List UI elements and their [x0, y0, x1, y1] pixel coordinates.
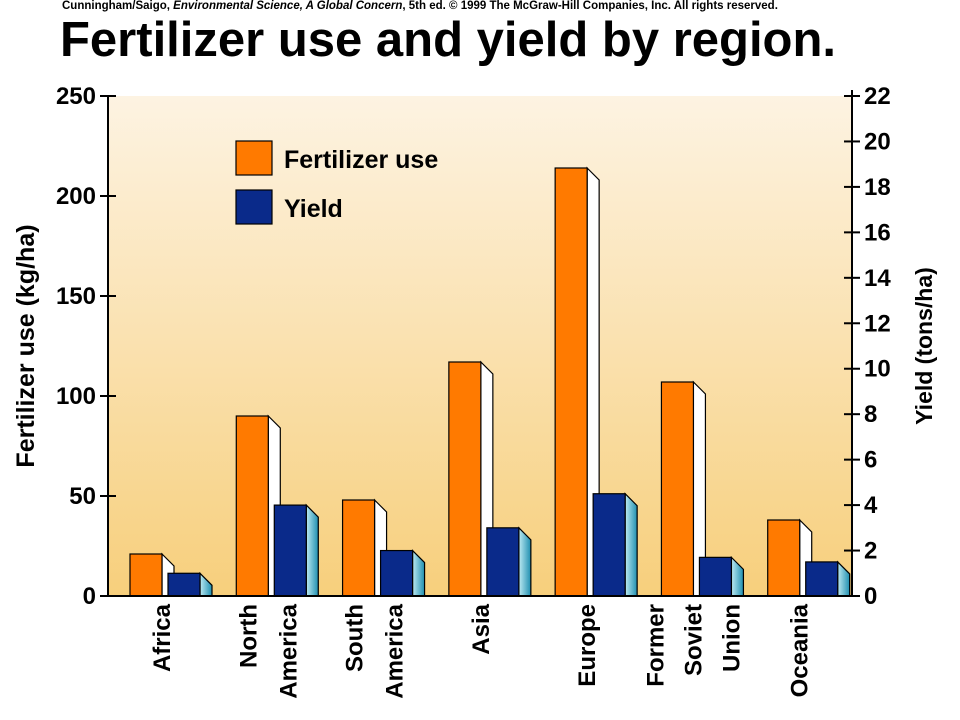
category-label: Europe	[574, 604, 601, 687]
right-tick-label: 10	[864, 356, 891, 383]
fertilizer-bar-face	[554, 167, 588, 597]
left-tick-label: 100	[56, 383, 96, 410]
yield-bar	[592, 492, 638, 597]
fertilizer-bar	[129, 552, 175, 597]
credit-prefix: Cunningham/Saigo,	[62, 0, 174, 12]
left-tick-label: 50	[69, 483, 96, 510]
yield-bar	[379, 549, 426, 597]
yield-bar-face	[167, 572, 201, 597]
left-axis-title: Fertilizer use (kg/ha)	[12, 224, 40, 467]
left-tick-label: 250	[56, 83, 96, 110]
yield-bar-side	[624, 492, 638, 597]
yield-bar	[273, 503, 319, 597]
credit-suffix: , 5th ed. © 1999 The McGraw-Hill Compani…	[402, 0, 778, 12]
yield-bar-side	[518, 526, 532, 597]
yield-bar-face	[805, 561, 839, 597]
yield-bar	[486, 526, 532, 597]
left-tick-label: 150	[56, 283, 96, 310]
legend-swatch	[235, 189, 273, 225]
yield-bar	[698, 555, 745, 597]
fertilizer-bar-face	[767, 519, 801, 597]
fertilizer-bar	[660, 380, 707, 597]
left-tick-label: 200	[56, 183, 96, 210]
category-label: Africa	[149, 603, 176, 672]
yield-bar-face	[592, 493, 626, 597]
category-label: Former	[642, 604, 669, 687]
right-tick-label: 16	[864, 219, 891, 246]
category-label: Union	[718, 604, 745, 672]
yield-bar-face	[698, 556, 733, 597]
fertilizer-bar	[235, 414, 281, 597]
right-tick-label: 22	[864, 83, 891, 110]
right-tick-label: 6	[864, 447, 877, 474]
right-tick-label: 4	[864, 492, 878, 519]
right-tick-label: 18	[864, 174, 891, 201]
legend-swatch	[235, 140, 273, 176]
fertilizer-bar-face	[448, 361, 482, 597]
axes-layer: 0 50 100 150 200 250 0 2 4 6 8 10 12 14 16 18 20 22 Fertil…	[12, 83, 937, 699]
yield-bar-face	[379, 549, 414, 597]
category-label: South	[342, 604, 369, 672]
right-tick-label: 20	[864, 128, 891, 155]
category-label: America	[382, 603, 409, 698]
category-label: Oceania	[787, 603, 814, 697]
yield-bar-side	[305, 503, 319, 597]
fertilizer-bar-face	[235, 415, 269, 597]
right-axis-title: Yield (tons/ha)	[911, 267, 937, 425]
right-tick-label: 12	[864, 310, 891, 337]
right-tick-label: 2	[864, 538, 877, 565]
category-label: America	[275, 603, 302, 698]
bars-layer	[129, 166, 851, 597]
yield-bar	[805, 560, 851, 597]
credit-line: Cunningham/Saigo, Environmental Science,…	[62, 0, 778, 12]
fertilizer-bar-face	[660, 381, 695, 597]
legend: Fertilizer use Yield	[235, 140, 438, 225]
right-tick-label: 0	[864, 583, 877, 610]
category-label: Soviet	[680, 604, 707, 676]
fertilizer-bar	[341, 498, 388, 597]
yield-bar-face	[486, 527, 520, 597]
fertilizer-bar	[554, 166, 600, 597]
yield-bar-face	[273, 504, 307, 597]
fertilizer-bar-face	[341, 499, 376, 597]
credit-book-title: Environmental Science, A Global Concern	[173, 0, 403, 12]
left-tick-label: 0	[83, 583, 96, 610]
chart-title: Fertilizer use and yield by region.	[60, 13, 837, 67]
fertilizer-bar	[448, 360, 494, 597]
legend-label: Yield	[284, 195, 343, 223]
category-label: North	[235, 604, 262, 668]
legend-label: Fertilizer use	[284, 146, 438, 174]
right-tick-label: 8	[864, 401, 877, 428]
fertilizer-bar-face	[129, 553, 163, 597]
category-label: Asia	[468, 603, 495, 654]
right-tick-label: 14	[864, 265, 891, 292]
